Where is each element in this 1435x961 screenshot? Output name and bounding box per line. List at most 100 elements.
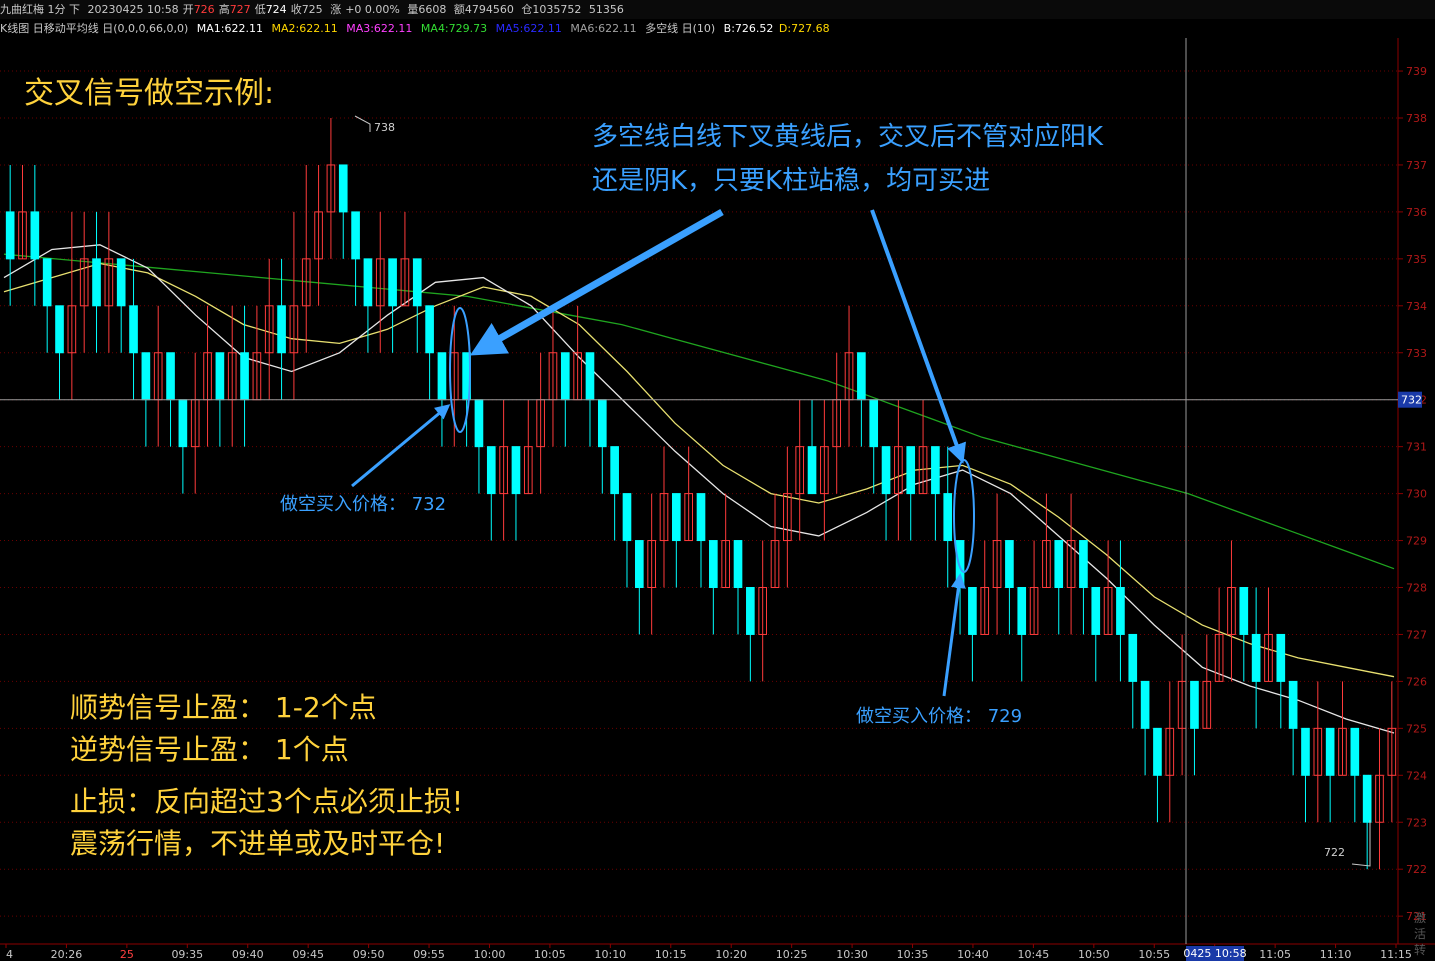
candle-body bbox=[783, 493, 792, 542]
entry1-arrow bbox=[351, 404, 451, 488]
candle-down bbox=[5, 164, 15, 306]
note-arrow-2 bbox=[870, 209, 966, 464]
candle-down bbox=[1362, 774, 1372, 870]
candle-body bbox=[968, 587, 977, 635]
candle-body bbox=[1128, 633, 1138, 682]
candle-down bbox=[1017, 587, 1027, 682]
candle-down bbox=[1153, 727, 1162, 823]
candle-body bbox=[1029, 587, 1039, 635]
x-tick-label: 09:45 bbox=[292, 948, 324, 961]
amount-label: 额 bbox=[453, 3, 465, 16]
candle-body bbox=[992, 540, 1002, 588]
y-tick-label: 737 bbox=[1406, 159, 1427, 172]
candle-body bbox=[1301, 727, 1310, 776]
candle-up bbox=[1313, 681, 1323, 823]
y-tick-label: 738 bbox=[1406, 112, 1427, 125]
close-value: 725 bbox=[301, 3, 323, 16]
candle-down bbox=[486, 446, 496, 541]
candle-body bbox=[1140, 680, 1150, 729]
amount-value: 4794560 bbox=[464, 3, 514, 16]
candle-up bbox=[659, 446, 669, 588]
candle-up bbox=[783, 446, 792, 588]
candle-down bbox=[116, 258, 126, 353]
b-label: B:726.52 bbox=[723, 22, 774, 35]
y-tick-label: 721 bbox=[1406, 910, 1427, 923]
high-value: 727 bbox=[229, 3, 251, 16]
candle-up bbox=[1165, 681, 1175, 823]
candle-body bbox=[931, 446, 940, 495]
note-arrow-1 bbox=[469, 208, 724, 356]
candle-body bbox=[918, 446, 928, 495]
candle-body bbox=[425, 305, 434, 354]
candle-down bbox=[92, 211, 101, 353]
candle-body bbox=[1116, 587, 1125, 635]
open-label: 开 bbox=[182, 3, 194, 16]
candle-down bbox=[240, 305, 249, 447]
candle-body bbox=[770, 540, 780, 588]
x-tick-label: 09:55 bbox=[413, 948, 445, 961]
x-tick-label: 10:30 bbox=[836, 948, 868, 961]
candle-up bbox=[647, 493, 656, 635]
candle-body bbox=[1264, 633, 1273, 682]
candle-up bbox=[227, 305, 237, 447]
candle-down bbox=[1288, 680, 1298, 776]
candle-up bbox=[18, 164, 27, 260]
x-tick-label: 10:20 bbox=[715, 948, 747, 961]
candle-body bbox=[1165, 727, 1175, 776]
x-tick-label: 10:25 bbox=[776, 948, 808, 961]
candle-body bbox=[795, 446, 805, 495]
candle-up bbox=[289, 211, 299, 400]
ma-white-line bbox=[3, 244, 1395, 734]
watermark-text: 激活 转 bbox=[1414, 911, 1427, 957]
entry1-ellipse bbox=[449, 307, 471, 433]
candle-body bbox=[1239, 587, 1249, 635]
candle-body bbox=[215, 352, 225, 401]
candle-body bbox=[523, 446, 533, 495]
candle-body bbox=[684, 493, 693, 542]
candle-up bbox=[1264, 587, 1273, 682]
candle-body bbox=[437, 352, 447, 401]
candle-body bbox=[1054, 540, 1064, 588]
indicator-title[interactable]: K线图 日移动平均线 日(0,0,0,66,0,0) bbox=[0, 22, 189, 35]
symbol-label: 九曲红梅 1分 下 bbox=[0, 3, 80, 16]
candle-up bbox=[1177, 634, 1187, 776]
candle-down bbox=[1276, 633, 1286, 729]
candle-up bbox=[301, 164, 311, 353]
grid-lines bbox=[0, 70, 1398, 917]
x-tick-label: 10:05 bbox=[534, 948, 566, 961]
candle-up bbox=[1202, 634, 1212, 729]
candle-body bbox=[610, 446, 619, 495]
high-mark-leader bbox=[354, 115, 371, 132]
candle-down bbox=[351, 211, 360, 306]
entry2-label: 做空买入价格： 729 bbox=[856, 706, 1023, 727]
note-line-1: 多空线白线下叉黄线后，交叉后不管对应阳K bbox=[592, 122, 1104, 152]
candle-down bbox=[622, 493, 632, 588]
oi-label: 仓 bbox=[521, 3, 533, 16]
y-tick-label: 727 bbox=[1406, 628, 1427, 641]
y-tick-label: 731 bbox=[1406, 441, 1427, 454]
ma1-label: MA1:622.11 bbox=[196, 22, 263, 35]
high-label: 高 bbox=[218, 3, 230, 16]
candle-body bbox=[721, 540, 730, 588]
low-label: 低 bbox=[254, 3, 266, 16]
candle-body bbox=[758, 587, 768, 635]
candle-body bbox=[363, 258, 373, 307]
y-tick-label: 729 bbox=[1406, 535, 1427, 548]
y-tick-label: 726 bbox=[1406, 675, 1427, 688]
ma2-label: MA2:622.11 bbox=[271, 22, 338, 35]
candle-body bbox=[511, 446, 521, 495]
candle-body bbox=[597, 399, 607, 448]
ma-yellow-line bbox=[3, 262, 1395, 678]
candle-body bbox=[1375, 774, 1384, 823]
candle-body bbox=[178, 399, 188, 448]
candle-up bbox=[573, 305, 582, 401]
x-tick-label: 10:55 bbox=[1138, 948, 1170, 961]
candle-up bbox=[1387, 681, 1397, 823]
indicator-row: K线图 日移动平均线 日(0,0,0,66,0,0) MA1:622.11 MA… bbox=[0, 20, 1435, 38]
candle-down bbox=[474, 399, 484, 494]
x-tick-label: 11:10 bbox=[1320, 948, 1352, 961]
high-mark-label: 738 bbox=[374, 121, 395, 134]
candle-up bbox=[1066, 493, 1076, 635]
candle-down bbox=[733, 540, 743, 635]
